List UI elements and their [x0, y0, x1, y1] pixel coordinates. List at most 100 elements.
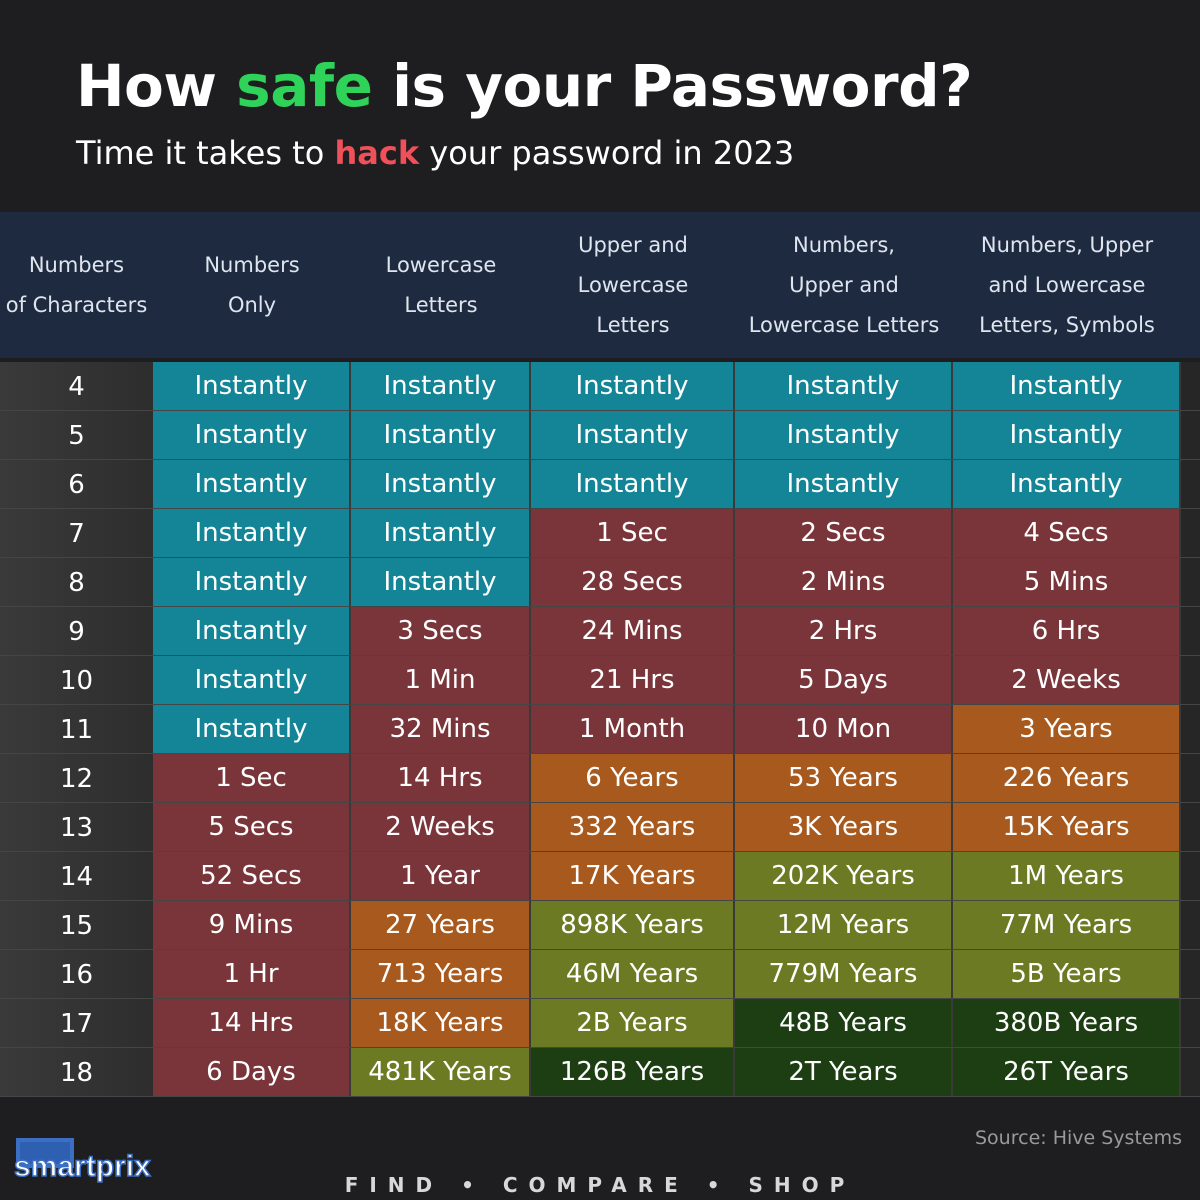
table-cell: 898K Years	[531, 901, 735, 949]
table-cell: 1 Min	[351, 656, 531, 704]
title-post: is your Password?	[372, 52, 973, 120]
header-numbers-upper-lower: Numbers, Upper and Lowercase Letters	[735, 212, 953, 358]
table-cell: 1 Hr	[153, 950, 351, 998]
table-cell: 6 Years	[531, 754, 735, 802]
table-cell: 713 Years	[351, 950, 531, 998]
header-all-symbols: Numbers, Upper and Lowercase Letters, Symb…	[953, 212, 1181, 358]
header-line: Lowercase	[385, 253, 497, 277]
table-cell: 2 Mins	[735, 558, 953, 606]
table-cell: Instantly	[531, 460, 735, 508]
table-cell: 2 Hrs	[735, 607, 953, 655]
row-char-count: 9	[68, 616, 85, 647]
table-cell: 1 Month	[531, 705, 735, 753]
table-cell: 380B Years	[953, 999, 1181, 1047]
table-cell: 6 Hrs	[953, 607, 1181, 655]
row-char-count: 15	[59, 910, 94, 941]
row-char-count: 17	[59, 1008, 94, 1039]
table-cell: 3 Secs	[351, 607, 531, 655]
row-char-count: 6	[68, 469, 85, 500]
table-cell: Instantly	[351, 558, 531, 606]
table-cell: 2 Weeks	[351, 803, 531, 851]
row-char-count: 16	[59, 959, 94, 990]
table-cell: 14 Hrs	[351, 754, 531, 802]
header-line: and Lowercase	[988, 273, 1146, 297]
table-cell: 126B Years	[531, 1048, 735, 1096]
header-line: Upper and	[789, 273, 899, 297]
row-char-count: 14	[59, 861, 94, 892]
header-line: Only	[227, 293, 277, 317]
table-cell: 2T Years	[735, 1048, 953, 1096]
table-cell: 9 Mins	[153, 901, 351, 949]
table-cell: 18K Years	[351, 999, 531, 1047]
table-header-band	[0, 212, 1200, 358]
row-char-count: 7	[68, 518, 85, 549]
table-cell: 3K Years	[735, 803, 953, 851]
table-cell: 24 Mins	[531, 607, 735, 655]
title-pre: How	[76, 52, 237, 120]
row-char-count: 10	[59, 665, 94, 696]
header-line: Letters	[404, 293, 478, 317]
table-cell: Instantly	[953, 411, 1181, 459]
table-cell: 6 Days	[153, 1048, 351, 1096]
subtitle-pre: Time it takes to	[76, 134, 335, 172]
table-cell: 5 Mins	[953, 558, 1181, 606]
table-cell: 5 Days	[735, 656, 953, 704]
table-cell: 226 Years	[953, 754, 1181, 802]
table-cell: 5B Years	[953, 950, 1181, 998]
table-cell: 77M Years	[953, 901, 1181, 949]
row-char-count: 8	[68, 567, 85, 598]
table-cell: 17K Years	[531, 852, 735, 900]
header-upper-lower: Upper and Lowercase Letters	[531, 212, 735, 358]
table-cell: 46M Years	[531, 950, 735, 998]
table-cell: Instantly	[153, 607, 351, 655]
table-cell: 779M Years	[735, 950, 953, 998]
table-cell: 202K Years	[735, 852, 953, 900]
header-line: Numbers	[204, 253, 300, 277]
table-cell: Instantly	[153, 656, 351, 704]
row-char-count: 12	[59, 763, 94, 794]
row-char-count: 5	[68, 420, 85, 451]
header-line: Letters	[596, 313, 670, 337]
table-cell: 10 Mon	[735, 705, 953, 753]
header-numbers-only: Numbers Only	[153, 212, 351, 358]
title-highlight: safe	[236, 52, 373, 120]
table-cell: Instantly	[735, 362, 953, 410]
table-cell: Instantly	[153, 705, 351, 753]
row-char-count: 13	[59, 812, 94, 843]
page-subtitle: Time it takes to hack your password in 2…	[76, 134, 794, 172]
table-cell: 52 Secs	[153, 852, 351, 900]
table-cell: 14 Hrs	[153, 999, 351, 1047]
table-cell: 481K Years	[351, 1048, 531, 1096]
row-char-count: 4	[68, 371, 85, 402]
table-cell: Instantly	[153, 411, 351, 459]
header-line: Lowercase	[577, 273, 689, 297]
table-cell: 4 Secs	[953, 509, 1181, 557]
table-cell: 1 Sec	[153, 754, 351, 802]
tagline: FIND • COMPARE • SHOP	[344, 1173, 856, 1197]
table-cell: Instantly	[953, 460, 1181, 508]
table-cell: Instantly	[153, 509, 351, 557]
table-cell: 15K Years	[953, 803, 1181, 851]
smartprix-logo: smartprix	[14, 1138, 152, 1184]
table-cell: 2 Weeks	[953, 656, 1181, 704]
table-cell: 53 Years	[735, 754, 953, 802]
header-line: Lowercase Letters	[748, 313, 940, 337]
header-line: Numbers, Upper	[980, 233, 1154, 257]
header-lowercase: Lowercase Letters	[351, 212, 531, 358]
table-cell: 21 Hrs	[531, 656, 735, 704]
header-line: of Characters	[5, 293, 148, 317]
table-cell: 5 Secs	[153, 803, 351, 851]
table-cell: 332 Years	[531, 803, 735, 851]
subtitle-post: your password in 2023	[419, 134, 795, 172]
table-cell: 32 Mins	[351, 705, 531, 753]
row-char-count: 18	[59, 1057, 94, 1088]
header-line: Numbers	[28, 253, 125, 277]
row-char-count: 11	[59, 714, 94, 745]
table-cell: 1M Years	[953, 852, 1181, 900]
table-cell: 26T Years	[953, 1048, 1181, 1096]
table-cell: Instantly	[735, 411, 953, 459]
table-cell: Instantly	[351, 460, 531, 508]
logo-text: smartprix	[14, 1150, 151, 1183]
table-cell: Instantly	[735, 460, 953, 508]
source-note: Source: Hive Systems	[975, 1127, 1182, 1149]
